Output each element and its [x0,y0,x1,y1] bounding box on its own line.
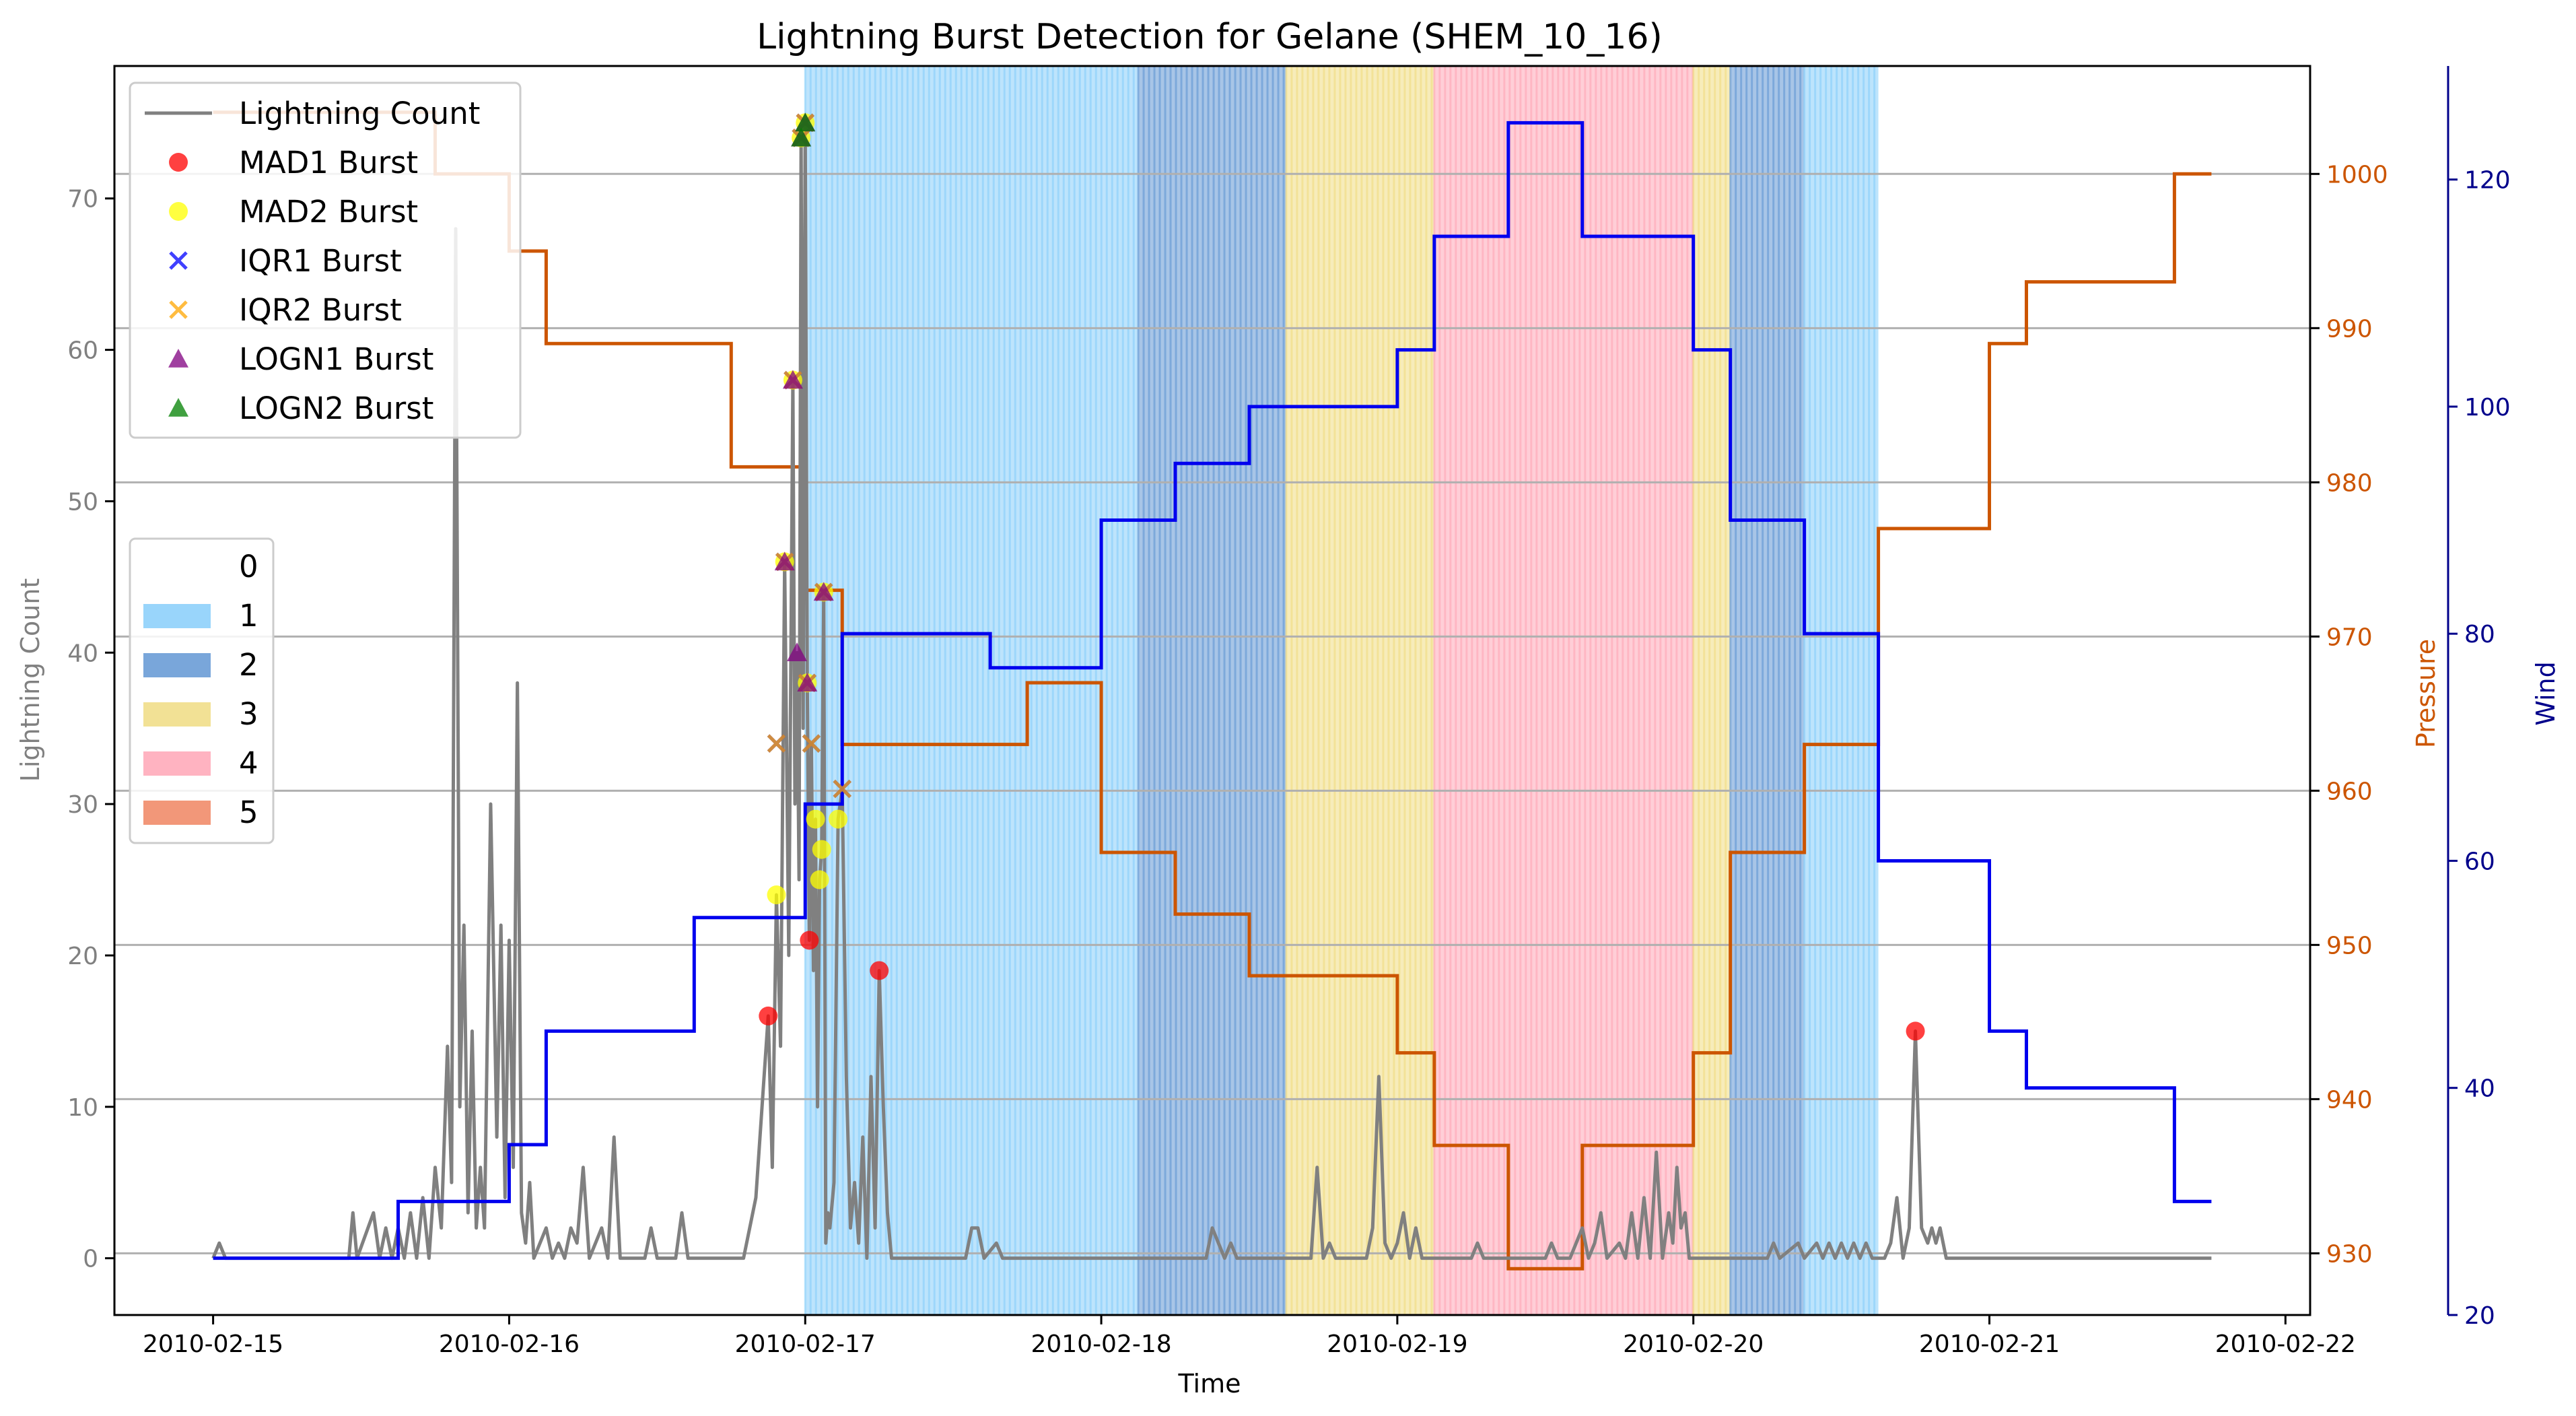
logn1-burst-point [813,582,834,601]
legend-logn1-swatch [168,349,188,368]
y-tick-label-left: 70 [67,186,98,213]
y-tick-label-pressure: 940 [2326,1086,2373,1114]
y-tick-label-left: 20 [67,943,98,970]
x-tick-label: 2010-02-20 [1623,1330,1764,1358]
legend-mad1-label: MAD1 Burst [239,145,418,180]
burst-markers [759,112,1925,1041]
x-tick-label: 2010-02-21 [1919,1330,2060,1358]
legend-mad2-label: MAD2 Burst [239,194,418,230]
logn2-burst-point [791,127,812,147]
legend-iqr2-label: IQR2 Burst [239,292,402,328]
mad2-burst-point [810,870,829,889]
x-tick-label: 2010-02-15 [143,1330,283,1358]
category-legend-label: 1 [239,598,258,634]
y-tick-label-pressure: 990 [2326,315,2373,343]
mad1-burst-point [800,931,819,950]
mad2-burst-point [767,885,786,905]
y-tick-label-pressure: 970 [2326,623,2373,651]
y-axis-label-pressure: Pressure [2411,639,2441,748]
mad1-burst-point [870,961,889,980]
y-tick-label-left: 50 [67,488,98,516]
category-legend-label: 2 [239,647,258,683]
iqr2-burst-point [767,734,786,753]
legend-mad2-swatch [169,202,188,221]
x-tick-label: 2010-02-16 [439,1330,580,1358]
category-legend-swatch [143,604,211,628]
legend-mad1-swatch [169,153,188,172]
category-legend-label: 5 [239,795,258,830]
y-tick-label-wind: 80 [2464,621,2495,648]
legend-iqr1-swatch [169,251,188,270]
legend-box [129,81,522,439]
y-axis-label-wind: Wind [2531,661,2561,726]
y-tick-label-wind: 40 [2464,1075,2495,1103]
x-tick-label: 2010-02-17 [735,1330,876,1358]
legend-logn2-swatch [168,398,188,417]
series-lines [211,110,2212,1271]
logn2-burst-point [795,112,816,132]
legend-logn2-label: LOGN2 Burst [239,391,433,426]
mad2-burst-point [806,809,825,829]
mad2-burst-point [812,840,831,859]
lightning-count-line [211,121,2212,1260]
y-tick-label-left: 30 [67,791,98,819]
mad2-burst-point [829,809,848,829]
axes: 2010-02-15 2010-02-16 2010-02-17 2010-02-18… [67,65,2511,1358]
category-legend-label: 3 [239,696,258,732]
pressure-line [213,110,2212,1271]
category-bands [804,66,1879,1315]
mad1-burst-point [759,1006,778,1025]
grid [114,172,2310,1254]
category-legend-swatch [143,702,211,727]
y-tick-label-left: 60 [67,337,98,365]
y-tick-label-pressure: 960 [2326,778,2373,805]
logn1-burst-point [797,673,818,692]
y-tick-label-pressure: 930 [2326,1240,2373,1268]
y-tick-label-pressure: 980 [2326,469,2373,497]
y-tick-label-left: 10 [67,1094,98,1122]
legend-lightning-label: Lightning Count [239,96,480,131]
y-tick-label-wind: 60 [2464,848,2495,875]
series-legend: Lightning Count MAD1 Burst MAD2 Burst IQR1 … [129,81,522,439]
y-tick-label-pressure: 950 [2326,932,2373,959]
x-tick-label: 2010-02-22 [2215,1330,2356,1358]
plot-frame [113,65,2311,1316]
y-tick-label-left: 0 [83,1246,98,1273]
category-legend-label: 0 [239,549,258,584]
y-tick-label-wind: 100 [2464,394,2511,422]
x-tick-label: 2010-02-19 [1327,1330,1467,1358]
x-tick-label: 2010-02-18 [1031,1330,1171,1358]
category-legend-swatch [143,801,211,825]
y-tick-label-pressure: 1000 [2326,161,2388,189]
y-axis-label-left: Lightning Count [15,578,45,782]
category-legend: 0 1 2 3 4 5 [129,537,275,844]
iqr2-burst-point [833,779,851,799]
logn1-burst-point [782,370,803,389]
category-legend-label: 4 [239,745,258,781]
y-tick-label-left: 40 [67,640,98,667]
x-axis-label: Time [1178,1369,1241,1398]
legend-iqr2-swatch [169,300,188,319]
y-tick-label-wind: 120 [2464,167,2511,195]
y-tick-label-wind: 20 [2464,1302,2495,1330]
logn1-burst-point [787,642,808,662]
legend-logn1-label: LOGN1 Burst [239,341,433,377]
wind-line [213,121,2212,1260]
category-legend-swatch [143,751,211,776]
category-legend-swatch [143,653,211,677]
mad1-burst-point [1906,1021,1925,1041]
chart-title: Lightning Burst Detection for Gelane (SH… [757,17,1663,57]
iqr2-burst-point [802,734,821,753]
logn1-burst-point [774,551,795,571]
legend-iqr1-label: IQR1 Burst [239,243,402,279]
